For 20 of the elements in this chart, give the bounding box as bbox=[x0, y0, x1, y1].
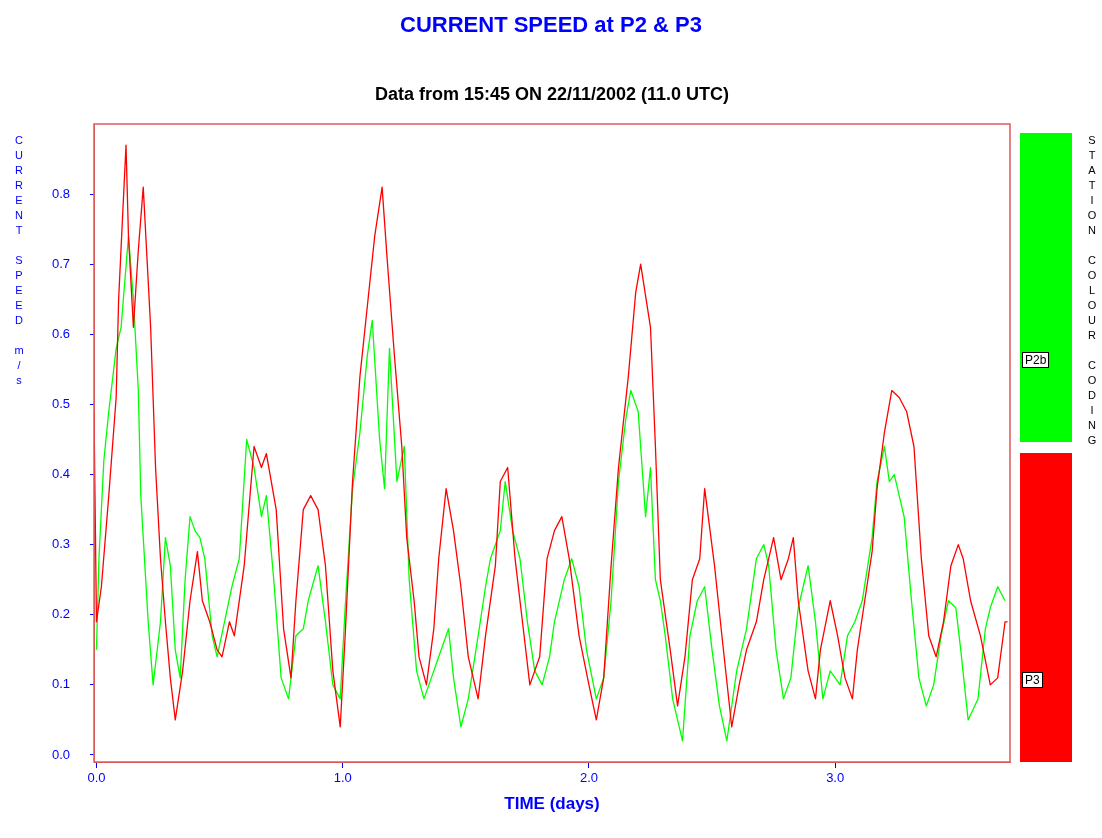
y-tick-label: 0.0 bbox=[51, 746, 70, 762]
y-tick-label: 0.3 bbox=[51, 536, 70, 552]
y-tick-label: 0.7 bbox=[51, 255, 70, 271]
y-tick-label: 0.8 bbox=[51, 185, 70, 201]
y-tick-label: 0.6 bbox=[51, 325, 70, 341]
y-tick-label: 0.4 bbox=[51, 466, 70, 482]
chart-subtitle: Data from 15:45 ON 22/11/2002 (11.0 UTC) bbox=[373, 84, 731, 105]
y-tick-label: 0.1 bbox=[51, 676, 70, 692]
x-axis-title: TIME (days) bbox=[503, 794, 601, 814]
text: P3 bbox=[1022, 672, 1043, 689]
chart-title: CURRENT SPEED at P2 & P3 bbox=[399, 12, 703, 38]
y-axis-title: CURRENT SPEED m/s bbox=[12, 134, 26, 389]
legend-title: STATION COLOUR CODING bbox=[1086, 134, 1098, 449]
x-tick-label: 0.0 bbox=[87, 770, 106, 786]
y-tick-label: 0.5 bbox=[51, 396, 70, 412]
text: P2b bbox=[1022, 352, 1050, 369]
y-tick-label: 0.2 bbox=[51, 606, 70, 622]
x-tick-label: 2.0 bbox=[579, 770, 598, 786]
x-tick-label: 3.0 bbox=[826, 770, 845, 786]
x-tick-label: 1.0 bbox=[333, 770, 352, 786]
